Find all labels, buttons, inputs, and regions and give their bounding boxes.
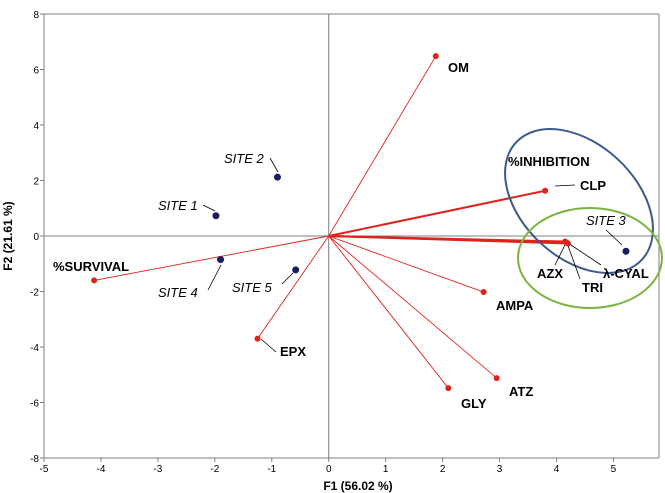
- y-tick-label: 8: [33, 10, 39, 21]
- observation-point: [622, 247, 630, 255]
- variable-point: [91, 277, 98, 284]
- vector-tri: [328, 235, 567, 244]
- observation-label: SITE 1: [158, 198, 198, 213]
- vector-clp: [328, 189, 546, 237]
- leader-line: [605, 229, 623, 246]
- x-tick-label: -4: [96, 464, 105, 475]
- observation-point: [217, 256, 225, 264]
- variable-label: OM: [448, 60, 469, 75]
- variable-label: ATZ: [509, 384, 533, 399]
- x-tick-label: 1: [383, 464, 389, 475]
- cluster-ellipse-blue: [504, 128, 654, 274]
- variable-point: [432, 53, 439, 60]
- vector-gly: [328, 235, 449, 389]
- variable-label: %INHIBITION: [508, 154, 590, 169]
- y-tick-label: -8: [30, 454, 39, 465]
- observation-point: [292, 266, 300, 274]
- variable-point: [445, 385, 452, 392]
- leader-line: [281, 272, 294, 285]
- x-tick-label: -2: [210, 464, 219, 475]
- y-tick-label: 6: [33, 66, 39, 77]
- observation-point: [212, 212, 220, 220]
- vector-survival: [94, 235, 329, 281]
- leader-line: [260, 338, 277, 353]
- y-tick-label: -6: [30, 399, 39, 410]
- observation-point: [273, 173, 281, 181]
- y-tick-label: -2: [30, 288, 39, 299]
- x-tick-labels: -5 -4 -3 -2 -1 0 1 2 3 4 5: [40, 458, 617, 475]
- variable-point: [542, 187, 549, 194]
- vector-atz: [328, 235, 497, 379]
- variable-point: [493, 375, 500, 382]
- variable-label: λ-CYAL: [603, 266, 649, 281]
- x-axis-title: F1 (56.02 %): [323, 479, 392, 493]
- x-tick-label: -3: [153, 464, 162, 475]
- x-tick-label: 5: [611, 464, 617, 475]
- x-tick-label: -1: [267, 464, 276, 475]
- label-leader-lines: [202, 157, 623, 353]
- variable-label: GLY: [461, 396, 487, 411]
- variable-label: %SURVIVAL: [53, 259, 129, 274]
- variable-point: [254, 335, 261, 342]
- leader-line: [554, 242, 567, 266]
- vector-om: [328, 55, 437, 237]
- vector-ampa: [328, 235, 484, 293]
- leader-line: [202, 204, 216, 212]
- y-tick-label: 4: [33, 121, 39, 132]
- variable-label: TRI: [582, 280, 603, 295]
- y-tick-label: 0: [33, 232, 39, 243]
- data-points: [91, 53, 630, 392]
- observation-label: SITE 4: [158, 285, 198, 300]
- leader-line: [207, 264, 222, 291]
- y-axis-title: F2 (21.61 %): [1, 201, 15, 270]
- leader-line: [566, 242, 581, 280]
- x-tick-label: 3: [497, 464, 503, 475]
- leader-line: [269, 157, 279, 173]
- x-tick-label: -5: [40, 464, 49, 475]
- leader-line: [554, 184, 576, 187]
- observation-label: SITE 5: [232, 280, 273, 295]
- x-tick-label: 0: [326, 464, 332, 475]
- x-tick-label: 4: [554, 464, 560, 475]
- leader-line: [567, 242, 602, 266]
- variable-label: AMPA: [496, 298, 534, 313]
- variable-label: AZX: [537, 266, 563, 281]
- x-tick-label: 2: [440, 464, 446, 475]
- variable-point: [480, 289, 487, 296]
- variable-label: EPX: [280, 344, 306, 359]
- cluster-ellipse-green: [517, 207, 663, 309]
- y-tick-labels: -8 -6 -4 -2 0 2 4 6 8: [30, 10, 44, 465]
- y-tick-label: -4: [30, 343, 39, 354]
- y-tick-label: 2: [33, 177, 39, 188]
- variable-point: [563, 239, 570, 246]
- vector-epx: [257, 235, 330, 339]
- variable-label: CLP: [580, 178, 606, 193]
- observation-label: SITE 2: [224, 151, 265, 166]
- observation-label: SITE 3: [586, 213, 627, 228]
- variable-vectors: [94, 55, 568, 389]
